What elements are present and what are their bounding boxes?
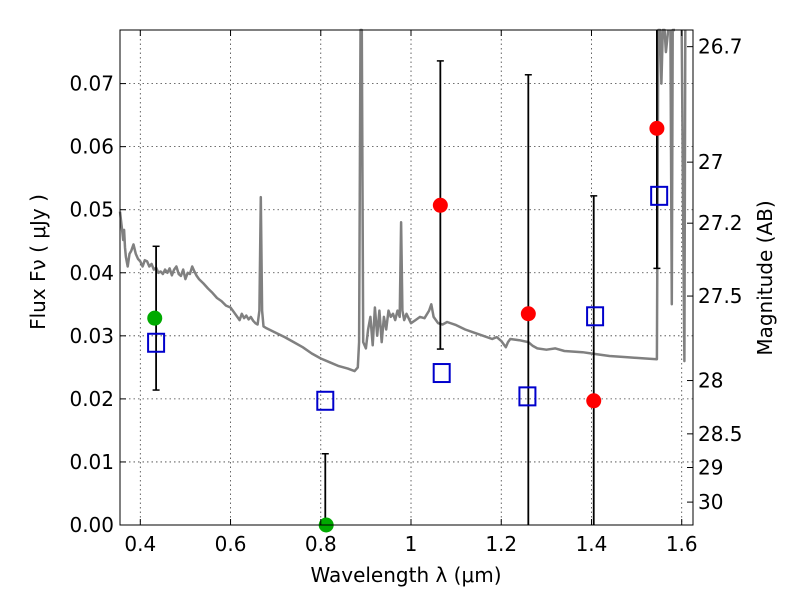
x-tick-label: 0.8 [305,532,337,556]
model-square-point [650,185,669,206]
error-bars [152,30,661,525]
sed-curve [118,28,687,373]
sed-line [680,29,687,363]
x-tick-label: 0.6 [215,532,247,556]
model-square-point [586,306,605,327]
observed-flux-point [520,306,536,322]
mag-tick-label: 30 [698,490,723,514]
model-square-point [147,332,166,353]
mag-tick-label: 27.5 [698,284,743,308]
y-tick-label: 0.06 [69,135,114,159]
observed-flux-point [432,197,448,213]
x-tick-label: 1 [405,532,418,556]
plot-frame [119,29,694,526]
grid [120,30,693,525]
mag-tick-label: 28 [698,369,723,393]
y-tick-label: 0.02 [69,387,114,411]
mag-tick-label: 29 [698,455,723,479]
mag-tick-label: 28.5 [698,422,743,446]
observed-flux-point [586,393,602,409]
mag-tick-label: 27.2 [698,211,743,235]
y-tick-label: 0.07 [69,72,114,96]
y2-axis-label: Magnitude (AB) [753,200,777,355]
axis-ticks: 0.4 0.6 0.8 1 1.2 1.4 1.6 0.00 0.01 0.02 0.03 0.04 0… [69,30,743,556]
y-tick-label: 0.05 [69,198,114,222]
x-axis-label: Wavelength λ (μm) [310,563,501,587]
x-tick-label: 1.4 [576,532,608,556]
y-tick-label: 0.01 [69,450,114,474]
sed-line [118,28,670,373]
data-markers [147,120,669,533]
observed-flux-point [649,120,665,136]
y-tick-label: 0.04 [69,261,114,285]
x-tick-label: 0.4 [124,532,156,556]
x-tick-label: 1.2 [485,532,517,556]
y-tick-label: 0.03 [69,324,114,348]
model-square-point [518,386,537,407]
model-square-point [432,363,451,384]
sed-line [669,28,675,306]
observed-flux-point [147,310,163,326]
x-tick-label: 1.6 [666,532,698,556]
model-square-point [316,390,335,411]
mag-tick-label: 26.7 [698,35,743,59]
y-axis-label: Flux Fν ( μJy ) [26,194,50,330]
mag-tick-label: 27 [698,150,723,174]
y-tick-label: 0.00 [69,513,114,537]
